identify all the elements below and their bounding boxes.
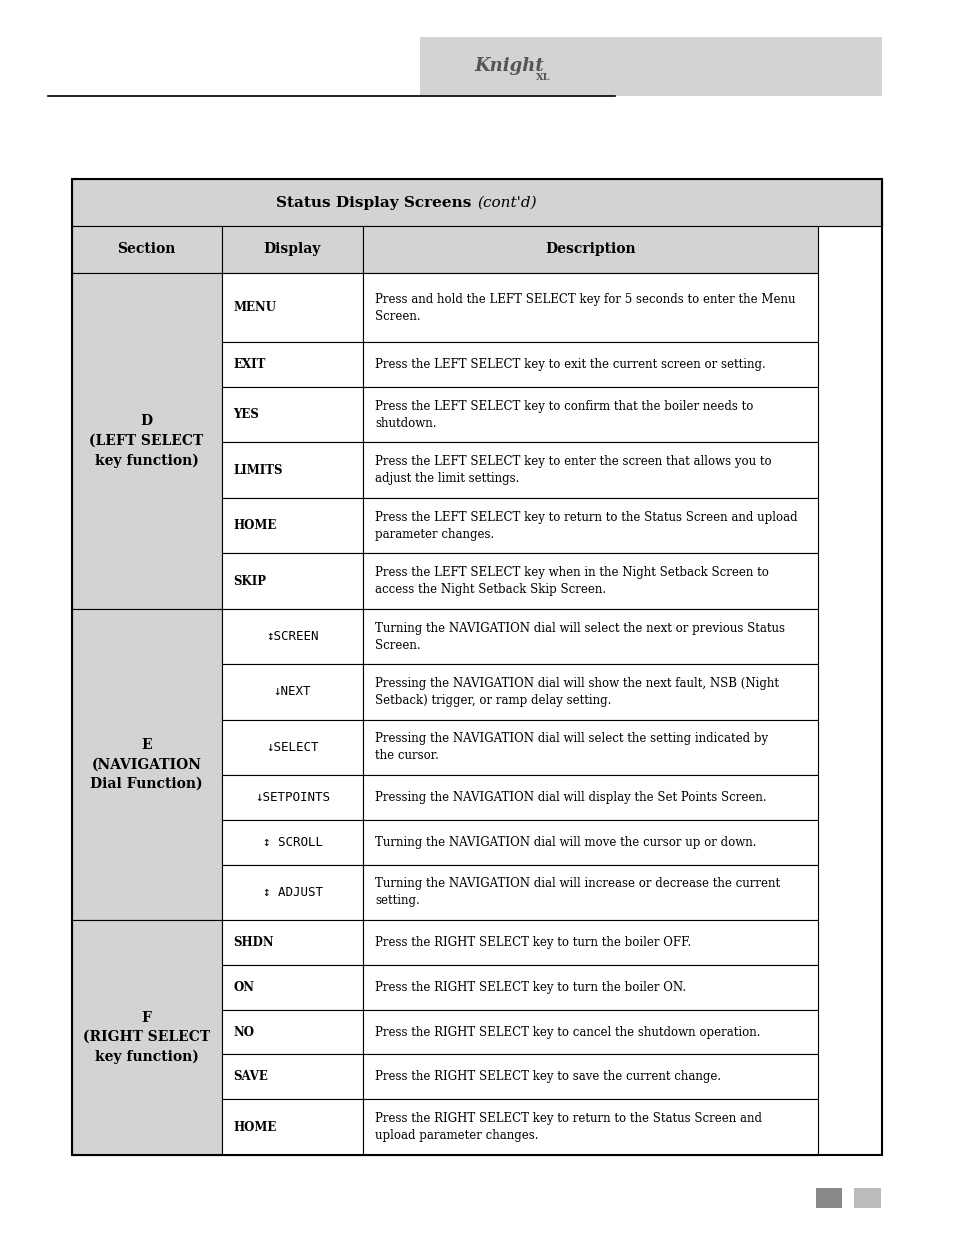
Bar bbox=[221, 387, 363, 442]
Bar bbox=[363, 820, 817, 864]
Bar bbox=[363, 776, 817, 820]
Text: Press the RIGHT SELECT key to cancel the shutdown operation.: Press the RIGHT SELECT key to cancel the… bbox=[375, 1025, 760, 1039]
Bar bbox=[363, 442, 817, 498]
Text: ↓NEXT: ↓NEXT bbox=[274, 685, 311, 699]
Text: Press the RIGHT SELECT key to save the current change.: Press the RIGHT SELECT key to save the c… bbox=[375, 1071, 720, 1083]
Bar bbox=[363, 498, 817, 553]
Text: ↕ ADJUST: ↕ ADJUST bbox=[262, 885, 322, 899]
Text: ↓SELECT: ↓SELECT bbox=[266, 741, 318, 753]
Text: Turning the NAVIGATION dial will move the cursor up or down.: Turning the NAVIGATION dial will move th… bbox=[375, 836, 756, 848]
Text: ON: ON bbox=[233, 981, 253, 994]
Text: LIMITS: LIMITS bbox=[233, 463, 282, 477]
Bar bbox=[221, 226, 363, 273]
Text: Turning the NAVIGATION dial will increase or decrease the current
setting.: Turning the NAVIGATION dial will increas… bbox=[375, 877, 780, 908]
Bar bbox=[221, 820, 363, 864]
Bar bbox=[363, 1010, 817, 1055]
Bar bbox=[221, 273, 363, 342]
Bar bbox=[363, 965, 817, 1010]
Bar bbox=[363, 1055, 817, 1099]
Text: Press the RIGHT SELECT key to turn the boiler OFF.: Press the RIGHT SELECT key to turn the b… bbox=[375, 936, 690, 948]
Bar bbox=[221, 342, 363, 387]
Text: ↕SCREEN: ↕SCREEN bbox=[266, 630, 318, 643]
Bar bbox=[221, 965, 363, 1010]
Text: SKIP: SKIP bbox=[233, 574, 266, 588]
Text: Turning the NAVIGATION dial will select the next or previous Status
Screen.: Turning the NAVIGATION dial will select … bbox=[375, 621, 784, 652]
Text: E
(NAVIGATION
Dial Function): E (NAVIGATION Dial Function) bbox=[91, 739, 203, 790]
Bar bbox=[363, 387, 817, 442]
Bar bbox=[363, 609, 817, 664]
Bar bbox=[363, 342, 817, 387]
Text: Pressing the NAVIGATION dial will show the next fault, NSB (Night
Setback) trigg: Pressing the NAVIGATION dial will show t… bbox=[375, 677, 778, 706]
Bar bbox=[221, 920, 363, 965]
Bar bbox=[221, 720, 363, 776]
Bar bbox=[221, 553, 363, 609]
Bar bbox=[363, 273, 817, 342]
Text: Status Display Screens: Status Display Screens bbox=[276, 195, 476, 210]
Bar bbox=[853, 1188, 880, 1208]
Text: Press the LEFT SELECT key to enter the screen that allows you to
adjust the limi: Press the LEFT SELECT key to enter the s… bbox=[375, 456, 771, 485]
Bar bbox=[71, 226, 221, 273]
Bar bbox=[419, 37, 882, 96]
Text: Press the LEFT SELECT key when in the Night Setback Screen to
access the Night S: Press the LEFT SELECT key when in the Ni… bbox=[375, 566, 768, 597]
Bar bbox=[363, 864, 817, 920]
Text: XL: XL bbox=[536, 73, 550, 82]
Text: F
(RIGHT SELECT
key function): F (RIGHT SELECT key function) bbox=[83, 1010, 210, 1065]
Text: ↓SETPOINTS: ↓SETPOINTS bbox=[254, 792, 330, 804]
Bar bbox=[363, 226, 817, 273]
Bar bbox=[363, 720, 817, 776]
Text: EXIT: EXIT bbox=[233, 358, 265, 372]
Text: Press the RIGHT SELECT key to turn the boiler ON.: Press the RIGHT SELECT key to turn the b… bbox=[375, 981, 685, 994]
Text: Press the RIGHT SELECT key to return to the Status Screen and
upload parameter c: Press the RIGHT SELECT key to return to … bbox=[375, 1112, 761, 1142]
Bar bbox=[363, 1099, 817, 1155]
Text: SAVE: SAVE bbox=[233, 1071, 268, 1083]
Text: Press the LEFT SELECT key to confirm that the boiler needs to
shutdown.: Press the LEFT SELECT key to confirm tha… bbox=[375, 400, 753, 430]
Bar bbox=[221, 776, 363, 820]
Bar bbox=[71, 179, 882, 226]
Bar bbox=[221, 664, 363, 720]
Bar bbox=[71, 179, 882, 1155]
Text: NO: NO bbox=[233, 1025, 253, 1039]
Bar bbox=[815, 1188, 841, 1208]
Text: Pressing the NAVIGATION dial will select the setting indicated by
the cursor.: Pressing the NAVIGATION dial will select… bbox=[375, 732, 767, 762]
Text: Press the LEFT SELECT key to return to the Status Screen and upload
parameter ch: Press the LEFT SELECT key to return to t… bbox=[375, 510, 797, 541]
Text: Display: Display bbox=[263, 242, 321, 257]
Text: HOME: HOME bbox=[233, 1120, 276, 1134]
Text: Description: Description bbox=[545, 242, 635, 257]
Text: Press and hold the LEFT SELECT key for 5 seconds to enter the Menu
Screen.: Press and hold the LEFT SELECT key for 5… bbox=[375, 293, 795, 322]
Bar bbox=[363, 920, 817, 965]
Bar bbox=[221, 1055, 363, 1099]
Text: D
(LEFT SELECT
key function): D (LEFT SELECT key function) bbox=[90, 414, 204, 468]
Text: Section: Section bbox=[117, 242, 175, 257]
Text: Knight: Knight bbox=[474, 57, 543, 74]
Text: Pressing the NAVIGATION dial will display the Set Points Screen.: Pressing the NAVIGATION dial will displa… bbox=[375, 792, 766, 804]
Bar bbox=[71, 609, 221, 920]
Text: HOME: HOME bbox=[233, 519, 276, 532]
Bar bbox=[363, 553, 817, 609]
Text: MENU: MENU bbox=[233, 301, 275, 314]
Bar bbox=[221, 1010, 363, 1055]
Text: (cont'd): (cont'd) bbox=[476, 195, 536, 210]
Bar bbox=[71, 920, 221, 1155]
Bar bbox=[71, 273, 221, 609]
Text: Press the LEFT SELECT key to exit the current screen or setting.: Press the LEFT SELECT key to exit the cu… bbox=[375, 358, 765, 372]
Bar bbox=[221, 1099, 363, 1155]
Bar bbox=[221, 442, 363, 498]
Bar bbox=[363, 664, 817, 720]
Bar bbox=[221, 498, 363, 553]
Bar bbox=[221, 864, 363, 920]
Text: YES: YES bbox=[233, 409, 258, 421]
Text: SHDN: SHDN bbox=[233, 936, 274, 948]
Text: ↕ SCROLL: ↕ SCROLL bbox=[262, 836, 322, 848]
Bar bbox=[221, 609, 363, 664]
